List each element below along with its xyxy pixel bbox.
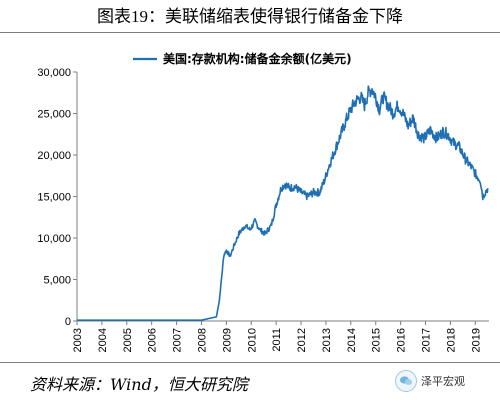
x-tick-label: 2014 bbox=[346, 328, 358, 352]
x-tick-label: 2018 bbox=[445, 328, 457, 352]
y-tick-label: 0 bbox=[65, 316, 71, 328]
source-note: 资料来源：Wind，恒大研究院 bbox=[30, 375, 248, 394]
x-tick-label: 2012 bbox=[296, 328, 308, 352]
source-divider bbox=[0, 362, 500, 363]
x-tick-label: 2008 bbox=[196, 328, 208, 352]
legend: 美国:存款机构:储备金余额(亿美元) bbox=[133, 51, 352, 66]
x-tick-label: 2011 bbox=[271, 328, 283, 352]
figure-title: 图表19：美联储缩表使得银行储备金下降 bbox=[97, 7, 403, 26]
x-tick-label: 2013 bbox=[321, 328, 333, 352]
watermark: 泽平宏观 bbox=[395, 368, 465, 394]
x-tick-label: 2009 bbox=[221, 328, 233, 352]
x-tick-label: 2005 bbox=[122, 328, 134, 352]
y-tick-label: 25,000 bbox=[37, 109, 71, 121]
x-axis-ticks: 2003 2004 2005 2006 2007 2008 2009 2010 2011 2012… bbox=[72, 321, 482, 352]
watermark-text: 泽平宏观 bbox=[421, 375, 465, 388]
axes bbox=[76, 72, 489, 322]
y-tick-label: 20,000 bbox=[37, 150, 71, 162]
series-layer bbox=[76, 85, 489, 322]
series-line bbox=[76, 85, 489, 322]
title-divider bbox=[0, 32, 500, 33]
y-tick-label: 5,000 bbox=[43, 275, 71, 287]
x-tick-label: 2006 bbox=[147, 328, 159, 352]
x-tick-label: 2017 bbox=[421, 328, 433, 352]
x-tick-label: 2019 bbox=[470, 328, 482, 352]
x-tick-label: 2007 bbox=[172, 328, 184, 352]
reserve-balance-chart: 0 5,000 10,000 15,000 20,000 25,000 30,000 200… bbox=[37, 51, 489, 352]
x-tick-label: 2016 bbox=[396, 328, 408, 352]
y-tick-label: 30,000 bbox=[37, 67, 71, 79]
x-tick-label: 2004 bbox=[97, 328, 109, 352]
x-tick-label: 2015 bbox=[371, 328, 383, 352]
x-tick-label: 2010 bbox=[246, 328, 258, 352]
x-tick-label: 2003 bbox=[72, 328, 84, 352]
y-tick-label: 10,000 bbox=[37, 233, 71, 245]
wechat-icon bbox=[395, 370, 417, 392]
y-tick-label: 15,000 bbox=[37, 192, 71, 204]
legend-label: 美国:存款机构:储备金余额(亿美元) bbox=[163, 51, 352, 66]
y-axis-ticks: 0 5,000 10,000 15,000 20,000 25,000 30,000 bbox=[37, 67, 77, 328]
